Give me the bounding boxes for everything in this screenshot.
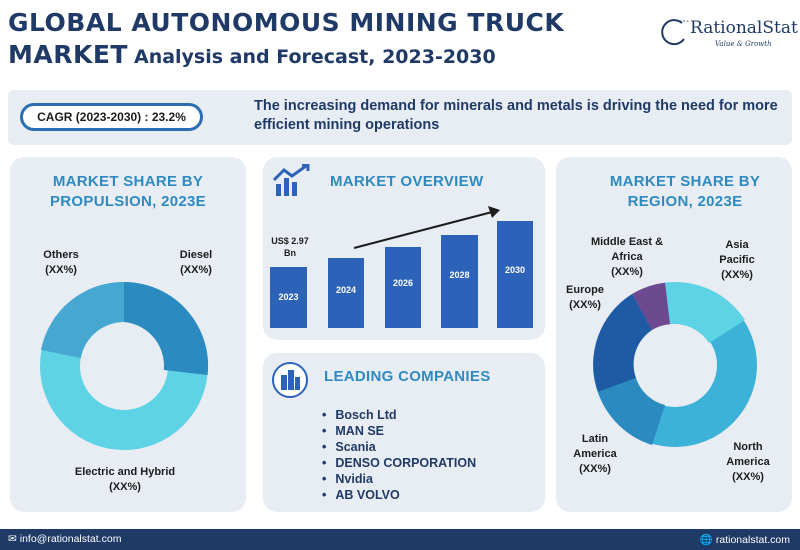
market-value-label: US$ 2.97 Bn [271,236,309,258]
companies-list: Bosch Ltd MAN SE Scania DENSO CORPORATIO… [322,407,476,503]
bar-2026 [385,247,421,328]
region-label-mea: Middle East & Africa (XX%) [578,235,676,280]
footer-email[interactable]: ✉ info@rationalstat.com [8,533,121,545]
bar-label-2023: 2023 [278,292,299,302]
globe-icon: 🌐 [699,534,713,546]
list-item: Scania [322,439,476,455]
propulsion-title: MARKET SHARE BY PROPULSION, 2023E [50,173,206,210]
label-value: (XX%) [180,264,212,276]
list-item: Bosch Ltd [322,407,476,423]
region-panel [556,157,792,512]
label-value: (XX%) [732,471,764,483]
region-label-europe: Europe (XX%) [560,283,610,313]
logo-mark-icon [661,19,690,46]
label-value: (XX%) [45,264,77,276]
label-name: Others [43,249,79,261]
label-value: (XX%) [579,463,611,475]
segment-others [41,281,124,358]
label-name: Diesel [179,249,213,261]
region-donut [593,281,757,447]
segment-asia-pacific [665,281,745,343]
label-name: Europe [566,284,604,296]
region-title: MARKET SHARE BY REGION, 2023E [609,173,761,210]
label-name: Asia Pacific [719,239,755,266]
bar-2023 [270,267,307,328]
label-value: (XX%) [569,299,601,311]
overview-title: MARKET OVERVIEW [330,173,484,190]
bar-label-2030: 2030 [504,265,526,275]
propulsion-donut [40,281,209,450]
cagr-badge: CAGR (2023-2030) : 23.2% [20,103,203,131]
label-name: Electric and Hybrid [74,466,176,478]
list-item: Nvidia [322,471,476,487]
region-label-na: North America (XX%) [718,440,778,485]
label-value: (XX%) [611,266,643,278]
bar-2024 [328,258,364,328]
segment-middle-east-africa [632,282,670,330]
list-item: MAN SE [322,423,476,439]
region-label-latam: Latin America (XX%) [568,432,622,477]
trend-chart-icon [272,164,310,196]
bar-label-2026: 2026 [392,278,414,288]
bar-label-2028: 2028 [449,270,470,280]
page-subtitle: Analysis and Forecast, 2023-2030 [133,46,496,68]
banner-statement: The increasing demand for minerals and m… [254,98,778,133]
website-text: rationalstat.com [715,534,790,546]
label-name: Middle East & Africa [590,236,664,263]
logo-name: RationalStat [690,18,798,38]
footer-bar: ✉ info@rationalstat.com 🌐 rationalstat.c… [0,529,800,550]
label-name: Latin America [573,433,617,460]
highlight-banner: CAGR (2023-2030) : 23.2% The increasing … [8,90,792,145]
bar-label-2024: 2024 [335,285,357,295]
mail-icon: ✉ [8,533,17,545]
propulsion-label-electric: Electric and Hybrid (XX%) [55,465,195,495]
propulsion-label-diesel: Diesel (XX%) [168,248,224,278]
footer-website[interactable]: 🌐 rationalstat.com [700,533,790,546]
segment-diesel [124,281,209,375]
propulsion-label-others: Others (XX%) [30,248,92,278]
label-name: North America [726,441,770,468]
logo-tagline: Value & Growth [715,40,772,48]
list-item: DENSO CORPORATION [322,455,476,471]
page-title-line2: MARKET Analysis and Forecast, 2023-2030 [8,40,496,69]
segment-latin-america [598,378,665,445]
region-label-apac: Asia Pacific (XX%) [712,238,762,283]
label-value: (XX%) [721,269,753,281]
page-title: GLOBAL AUTONOMOUS MINING TRUCK [8,8,565,37]
bar-2028 [441,235,478,328]
bar-2030 [497,221,533,328]
title-market: MARKET [8,40,128,69]
buildings-icon [272,362,308,398]
list-item: AB VOLVO [322,487,476,503]
companies-title: LEADING COMPANIES [324,368,491,385]
growth-arrow-icon [353,206,500,249]
segment-europe [593,294,652,392]
email-text: info@rationalstat.com [19,533,122,545]
rationalstat-logo: RationalStat Value & Growth [660,15,798,55]
label-value: (XX%) [109,481,141,493]
